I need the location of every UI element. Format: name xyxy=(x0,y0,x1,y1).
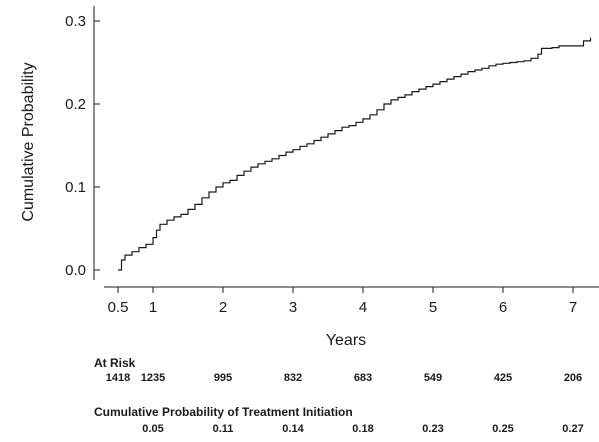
at-risk-value: 549 xyxy=(424,372,442,384)
at-risk-value: 832 xyxy=(284,372,302,384)
y-tick-label: 0.1 xyxy=(65,179,86,196)
series-line xyxy=(118,37,592,271)
cumulative-table-heading: Cumulative Probability of Treatment Init… xyxy=(94,405,353,419)
series-group xyxy=(118,37,592,271)
at-risk-value: 995 xyxy=(214,372,232,384)
cumulative-table-value: 0.18 xyxy=(352,423,373,435)
cumulative-table-value: 0.05 xyxy=(142,423,163,435)
x-tick-label: 2 xyxy=(219,299,227,316)
cumulative-table-value: 0.11 xyxy=(213,423,234,435)
cumulative-table-value: 0.23 xyxy=(422,423,443,435)
y-axis-title: Cumulative Probability xyxy=(20,62,37,221)
at-risk-heading: At Risk xyxy=(94,356,136,370)
x-tick-label: 5 xyxy=(429,299,437,316)
x-axis-title: Years xyxy=(326,332,366,349)
cumulative-table-values: 0.05 0.11 0.14 0.18 0.23 0.25 0.27 xyxy=(142,423,583,435)
x-axis-ticks: 0.5 1 2 3 4 5 6 7 xyxy=(108,287,577,316)
y-tick-label: 0.3 xyxy=(65,13,86,30)
at-risk-value: 683 xyxy=(354,372,372,384)
y-axis-ticks: 0.0 0.1 0.2 0.3 xyxy=(65,13,100,279)
at-risk-value: 425 xyxy=(494,372,512,384)
plot-area: 0.0 0.1 0.2 0.3 0.5 1 2 3 4 5 6 7 xyxy=(65,6,599,316)
y-tick-label: 0.2 xyxy=(65,96,86,113)
x-tick-label: 0.5 xyxy=(108,299,129,316)
at-risk-value: 1235 xyxy=(141,372,165,384)
at-risk-value: 1418 xyxy=(106,372,130,384)
x-tick-label: 7 xyxy=(569,299,577,316)
x-tick-label: 3 xyxy=(289,299,297,316)
x-tick-label: 4 xyxy=(359,299,367,316)
cumulative-table-value: 0.14 xyxy=(282,423,304,435)
x-tick-label: 1 xyxy=(149,299,157,316)
y-tick-label: 0.0 xyxy=(65,262,86,279)
at-risk-value: 206 xyxy=(564,372,582,384)
at-risk-values: 1418 1235 995 832 683 549 425 206 xyxy=(106,372,582,384)
cumulative-table-value: 0.27 xyxy=(562,423,583,435)
x-tick-label: 6 xyxy=(499,299,507,316)
cumulative-table-value: 0.25 xyxy=(492,423,513,435)
